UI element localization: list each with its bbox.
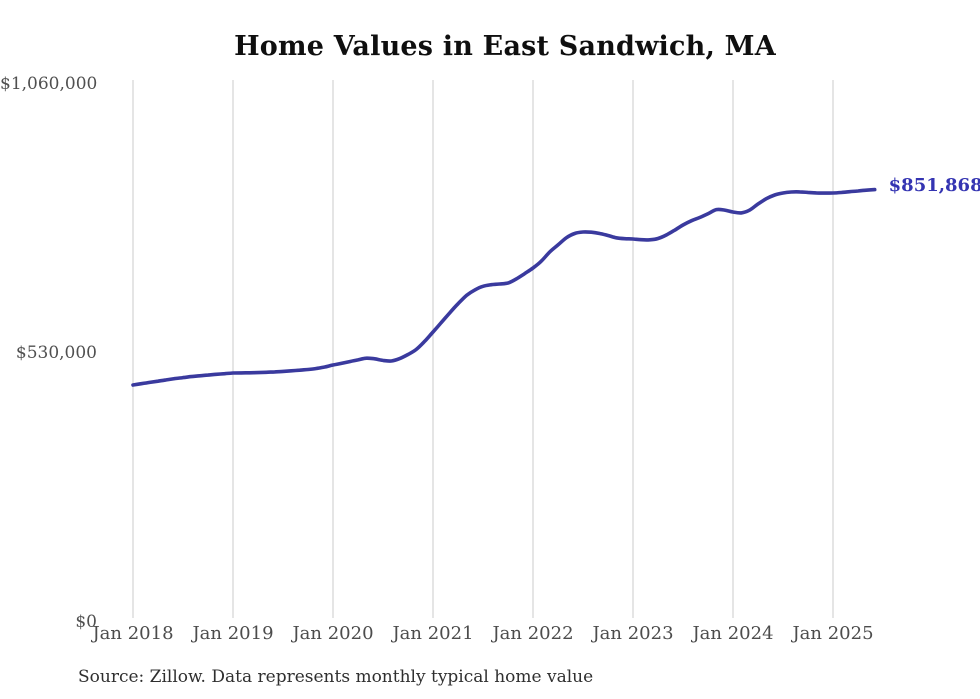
chart-title: Home Values in East Sandwich, MA bbox=[234, 31, 776, 62]
source-note: Source: Zillow. Data represents monthly … bbox=[78, 667, 594, 687]
gridlines-group bbox=[132, 80, 834, 618]
x-tick-label: Jan 2022 bbox=[492, 623, 574, 644]
y-tick-label: $530,000 bbox=[15, 343, 97, 363]
x-tick-label: Jan 2023 bbox=[592, 623, 674, 644]
x-tick-label: Jan 2025 bbox=[792, 623, 874, 644]
x-tick-label: Jan 2019 bbox=[192, 623, 274, 644]
x-tick-label: Jan 2024 bbox=[692, 623, 774, 644]
current-value-label: $851,868 bbox=[888, 174, 980, 196]
y-tick-label: $1,060,000 bbox=[0, 74, 98, 94]
x-tick-label: Jan 2020 bbox=[292, 623, 374, 644]
x-tick-label: Jan 2021 bbox=[392, 623, 474, 644]
y-tick-label: $0 bbox=[75, 612, 97, 632]
x-tick-label: Jan 2018 bbox=[92, 623, 174, 644]
home-value-line bbox=[131, 187, 877, 387]
